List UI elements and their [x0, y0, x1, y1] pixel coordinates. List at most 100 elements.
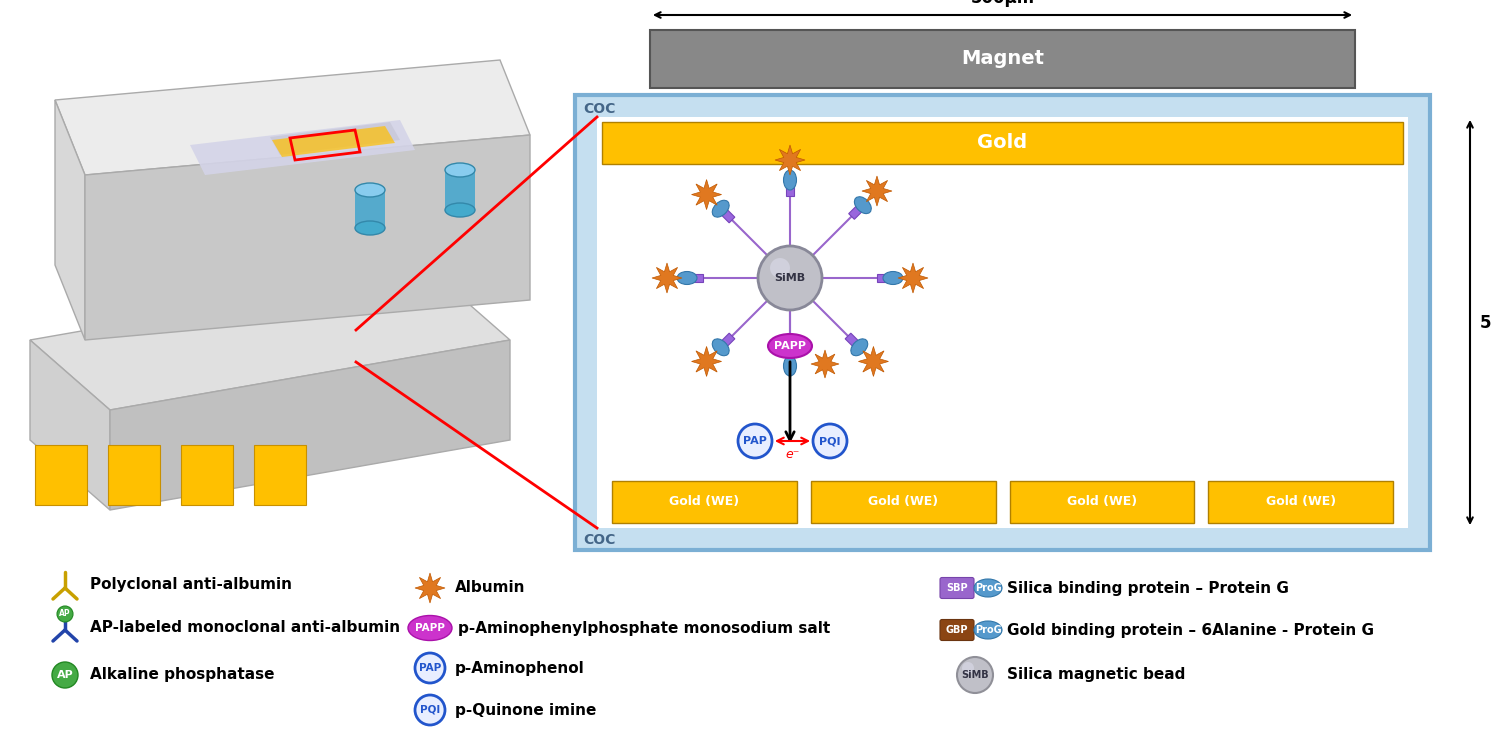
Polygon shape [845, 333, 860, 349]
Text: Magnet: Magnet [962, 50, 1044, 69]
Circle shape [813, 424, 847, 458]
Text: Albumin: Albumin [455, 581, 525, 596]
Polygon shape [692, 180, 722, 210]
Text: p-Aminophenol: p-Aminophenol [455, 661, 584, 676]
Polygon shape [30, 340, 110, 510]
Ellipse shape [677, 272, 696, 285]
Text: PQI: PQI [420, 705, 440, 715]
Circle shape [769, 258, 790, 278]
FancyBboxPatch shape [1009, 481, 1194, 523]
Text: Gold: Gold [978, 134, 1027, 153]
Polygon shape [862, 176, 892, 206]
Polygon shape [689, 274, 702, 282]
Text: Gold (WE): Gold (WE) [1266, 495, 1336, 509]
Polygon shape [55, 100, 85, 340]
Ellipse shape [783, 170, 796, 190]
Polygon shape [719, 208, 735, 223]
Text: COC: COC [583, 533, 616, 547]
Text: AP: AP [57, 670, 73, 680]
Polygon shape [859, 347, 889, 377]
Ellipse shape [851, 339, 868, 356]
Text: SBP: SBP [947, 583, 968, 593]
Ellipse shape [444, 163, 476, 177]
Polygon shape [877, 274, 892, 282]
Polygon shape [107, 445, 160, 505]
Polygon shape [85, 135, 529, 340]
FancyBboxPatch shape [576, 95, 1430, 550]
Polygon shape [253, 445, 306, 505]
Polygon shape [271, 126, 395, 157]
Text: PAP: PAP [419, 663, 441, 673]
Text: e⁻: e⁻ [786, 448, 799, 461]
Ellipse shape [974, 579, 1002, 597]
Polygon shape [270, 122, 400, 155]
Text: Silica binding protein – Protein G: Silica binding protein – Protein G [1006, 581, 1288, 596]
FancyBboxPatch shape [939, 620, 974, 640]
FancyBboxPatch shape [939, 578, 974, 599]
Text: Gold binding protein – 6Alanine - Protein G: Gold binding protein – 6Alanine - Protei… [1006, 623, 1375, 637]
Text: 500μm: 500μm [971, 0, 1035, 7]
Polygon shape [786, 182, 795, 196]
Polygon shape [692, 347, 722, 377]
Text: PQI: PQI [819, 436, 841, 446]
Polygon shape [110, 340, 510, 510]
Text: Alkaline phosphatase: Alkaline phosphatase [89, 667, 274, 683]
Text: p-Aminophenylphosphate monosodium salt: p-Aminophenylphosphate monosodium salt [458, 621, 830, 636]
FancyBboxPatch shape [602, 122, 1403, 164]
FancyBboxPatch shape [650, 30, 1355, 88]
Text: AP: AP [60, 609, 70, 618]
Ellipse shape [783, 356, 796, 376]
Ellipse shape [883, 272, 904, 285]
Polygon shape [34, 445, 86, 505]
Text: ProG: ProG [975, 583, 1002, 593]
Circle shape [57, 606, 73, 622]
Polygon shape [355, 190, 385, 228]
Polygon shape [189, 120, 414, 175]
Ellipse shape [444, 203, 476, 217]
Text: GBP: GBP [945, 625, 968, 635]
Circle shape [52, 662, 78, 688]
Text: ProG: ProG [975, 625, 1002, 635]
Text: COC: COC [583, 102, 616, 116]
FancyBboxPatch shape [811, 481, 996, 523]
Text: Gold (WE): Gold (WE) [669, 495, 740, 509]
Text: SiMB: SiMB [774, 273, 805, 283]
FancyBboxPatch shape [1208, 481, 1393, 523]
Text: PAP: PAP [743, 436, 766, 446]
Text: Gold (WE): Gold (WE) [868, 495, 938, 509]
Ellipse shape [355, 221, 385, 235]
FancyBboxPatch shape [611, 481, 796, 523]
Ellipse shape [768, 334, 813, 358]
Text: AP-labeled monoclonal anti-albumin: AP-labeled monoclonal anti-albumin [89, 620, 400, 634]
Ellipse shape [974, 621, 1002, 639]
Text: SiMB: SiMB [962, 670, 989, 680]
Circle shape [757, 246, 822, 310]
Polygon shape [811, 350, 839, 378]
Ellipse shape [854, 197, 871, 214]
Text: Polyclonal anti-albumin: Polyclonal anti-albumin [89, 578, 292, 593]
Polygon shape [30, 270, 510, 410]
Text: Silica magnetic bead: Silica magnetic bead [1006, 667, 1185, 683]
Polygon shape [898, 263, 927, 293]
Circle shape [414, 653, 444, 683]
Polygon shape [55, 60, 529, 175]
Polygon shape [444, 170, 476, 210]
Ellipse shape [409, 615, 452, 640]
Text: p-Quinone imine: p-Quinone imine [455, 702, 596, 717]
Circle shape [962, 662, 974, 674]
Polygon shape [786, 350, 795, 364]
Text: 50μm: 50μm [1481, 313, 1491, 331]
Text: Gold (WE): Gold (WE) [1068, 495, 1138, 509]
Circle shape [957, 657, 993, 693]
Polygon shape [180, 445, 233, 505]
Ellipse shape [355, 183, 385, 197]
Polygon shape [848, 204, 865, 219]
Polygon shape [414, 573, 444, 603]
Ellipse shape [713, 200, 729, 217]
Polygon shape [652, 263, 681, 293]
Text: PAPP: PAPP [774, 341, 807, 351]
Polygon shape [719, 333, 735, 349]
Circle shape [414, 695, 444, 725]
Text: PAPP: PAPP [414, 623, 444, 633]
Ellipse shape [713, 339, 729, 356]
